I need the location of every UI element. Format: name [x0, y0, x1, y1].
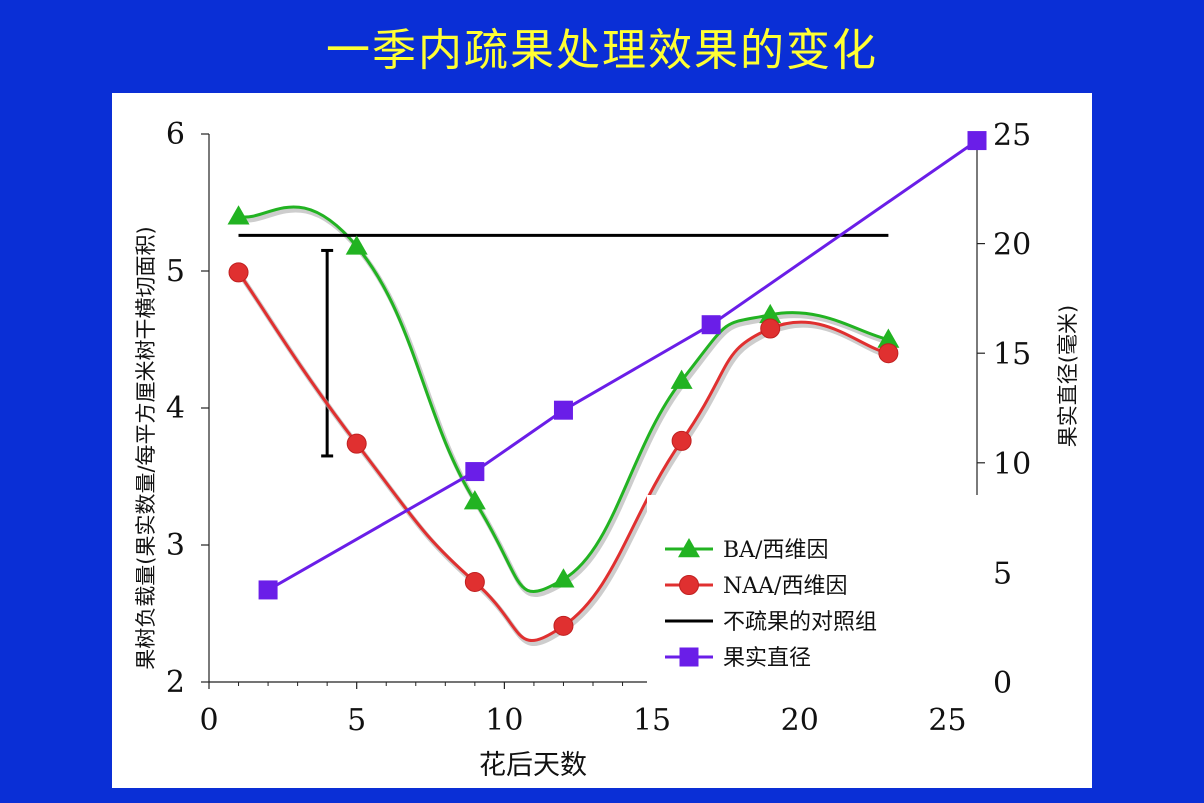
right-axis-cover — [974, 495, 1092, 725]
axes-layer: 0 5 10 15 20 25 2 3 4 5 6 花后天数 果树负载量(果实数量/每平方厘米树干横切面… — [134, 117, 985, 781]
series-0-point — [463, 490, 486, 510]
y-left-tick-label: 3 — [166, 528, 185, 563]
series-1-point — [878, 343, 899, 364]
slide-title: 一季内疏果处理效果的变化 — [326, 25, 878, 76]
x-tick-label: 20 — [781, 703, 819, 738]
legend-label: 果实直径 — [723, 646, 811, 671]
series-3-point — [465, 462, 485, 482]
series-3-point — [553, 400, 573, 420]
y-right-tick-label: 10 — [993, 447, 1031, 482]
chart-svg: 0 5 10 15 20 25 2 3 4 5 6 花后天数 果树负载量(果实数量/每平方厘米树干横切面… — [134, 117, 1092, 781]
legend-label: BA/西维因 — [723, 538, 828, 563]
series-0-point — [877, 328, 900, 348]
right-axis-labels: 0 5 10 15 20 25 果实直径(毫米) — [993, 118, 1080, 701]
legend-label: NAA/西维因 — [723, 574, 847, 599]
y-right-tick-label: 0 — [993, 666, 1012, 701]
x-tick-label: 15 — [633, 703, 671, 738]
x-tick-label: 0 — [199, 703, 218, 738]
series-3-point — [258, 580, 278, 600]
legend-swatch-marker — [679, 575, 699, 595]
x-tick-label: 5 — [347, 703, 366, 738]
series-1-point — [671, 430, 692, 451]
x-tick-label: 10 — [485, 703, 523, 738]
legend-label: 不疏果的对照组 — [723, 610, 877, 635]
y-right-tick-label: 5 — [993, 556, 1012, 591]
series-0-point — [552, 568, 575, 588]
series-1-point — [346, 433, 367, 454]
x-tick-label: 25 — [928, 703, 966, 738]
series-0-point — [759, 303, 782, 324]
y-left-tick-label: 6 — [166, 117, 185, 152]
series-1-point — [464, 571, 485, 592]
markers-layer — [227, 131, 987, 636]
series-0-point — [670, 369, 693, 389]
y-left-tick-label: 4 — [166, 391, 185, 426]
y-right-tick-label: 25 — [993, 118, 1031, 153]
series-3-point — [701, 315, 721, 335]
legend-swatch-marker — [679, 647, 699, 667]
y-right-tick-label: 15 — [993, 337, 1031, 372]
legend-swatch-marker — [678, 538, 700, 558]
series-0-point — [345, 235, 368, 255]
series-1-point — [228, 262, 249, 283]
series-1-point — [760, 318, 781, 339]
y-right-tick-label: 20 — [993, 228, 1031, 263]
series-0-point — [227, 205, 250, 225]
series-1-point — [553, 615, 574, 636]
x-axis-title: 花后天数 — [479, 750, 587, 781]
chart-panel: 0 5 10 15 20 25 2 3 4 5 6 花后天数 果树负载量(果实数量/每平方厘米树干横切面… — [112, 93, 1092, 788]
y-left-axis-title: 果树负载量(果实数量/每平方厘米树干横切面积) — [134, 226, 158, 669]
legend-cover — [647, 495, 974, 695]
y-left-tick-label: 5 — [166, 254, 185, 289]
y-left-tick-label: 2 — [166, 665, 185, 700]
y-right-axis-title: 果实直径(毫米) — [1056, 305, 1080, 447]
series-3-point — [967, 131, 987, 151]
